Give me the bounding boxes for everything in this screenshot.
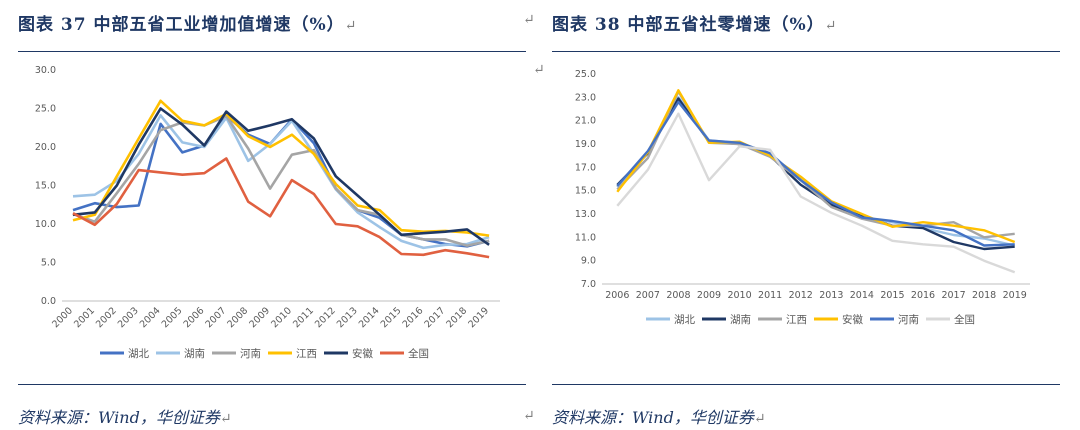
x-tick-label: 2007 <box>203 305 228 330</box>
x-tick-label: 2016 <box>401 305 426 330</box>
x-tick-label: 2018 <box>972 290 996 301</box>
y-tick-label: 30.0 <box>35 65 56 76</box>
x-tick-label: 2000 <box>50 305 75 330</box>
x-tick-label: 2002 <box>94 305 119 330</box>
left-title-rule <box>18 51 526 52</box>
left-title-text: 图表 37 中部五省工业增加值增速（%） <box>18 15 345 35</box>
series-line-江西 <box>72 99 490 237</box>
x-tick-label: 2008 <box>225 305 250 330</box>
left-line-chart: 0.05.010.015.020.025.030.020002001200220… <box>35 65 500 360</box>
right-title-rule <box>552 51 1060 52</box>
x-tick-label: 2009 <box>697 290 721 301</box>
x-tick-label: 2019 <box>466 305 491 330</box>
legend-label: 全国 <box>408 347 429 360</box>
x-tick-label: 2004 <box>138 305 163 330</box>
y-tick-label: 9.0 <box>581 256 596 267</box>
series-line-安徽 <box>72 107 490 246</box>
x-tick-label: 2006 <box>182 305 207 330</box>
series-line-全国 <box>616 112 1016 274</box>
legend-label: 安徽 <box>352 347 373 360</box>
return-mark-icon: ↵ <box>753 411 766 427</box>
y-tick-label: 7.0 <box>581 279 596 290</box>
x-tick-label: 2014 <box>357 305 382 330</box>
x-tick-label: 2005 <box>160 305 185 330</box>
series-line-河南 <box>72 114 490 247</box>
right-line-chart: 7.0 9.0 11.0 13.0 15.0 17.0 19.0 21.0 23.0 25.0 20… <box>575 69 1030 326</box>
x-tick-label: 2013 <box>819 290 843 301</box>
legend-label: 河南 <box>240 347 261 360</box>
right-source-note: 资料来源：Wind，华创证券↵ <box>552 404 766 428</box>
legend-label: 江西 <box>296 348 317 360</box>
series-line-湖北 <box>72 114 490 248</box>
legend-label: 湖南 <box>184 347 205 360</box>
x-tick-label: 2003 <box>116 305 141 330</box>
x-tick-label: 2017 <box>941 290 965 301</box>
y-tick-label: 19.0 <box>575 139 596 150</box>
y-tick-label: 17.0 <box>575 162 596 173</box>
right-bottom-rule <box>552 384 1060 385</box>
y-tick-label: 15.0 <box>575 186 596 197</box>
left-chart-title: 图表 37 中部五省工业增加值增速（%）↵ <box>18 10 357 35</box>
legend-label: 安徽 <box>842 313 863 326</box>
x-tick-label: 2010 <box>727 290 751 301</box>
left-source-text: 资料来源：Wind，华创证券 <box>18 408 220 427</box>
x-tick-label: 2015 <box>880 290 904 301</box>
legend-label: 江西 <box>786 314 807 326</box>
y-tick-label: 5.0 <box>41 258 56 269</box>
return-mark-icon: ↵ <box>523 12 535 28</box>
x-tick-label: 2017 <box>422 305 447 330</box>
x-tick-label: 2018 <box>444 305 469 330</box>
series-line-全国 <box>72 157 490 259</box>
x-tick-label: 2008 <box>666 290 690 301</box>
x-tick-label: 2015 <box>379 305 404 330</box>
legend-label: 湖南 <box>730 313 751 326</box>
x-tick-label: 2012 <box>789 290 813 301</box>
x-tick-label: 2012 <box>313 305 338 330</box>
y-tick-label: 20.0 <box>35 142 56 153</box>
x-tick-label: 2013 <box>335 305 360 330</box>
y-tick-label: 10.0 <box>35 219 56 230</box>
x-tick-label: 2007 <box>636 290 660 301</box>
x-tick-label: 2006 <box>605 290 629 301</box>
x-tick-label: 2014 <box>850 290 874 301</box>
right-chart-title: 图表 38 中部五省社零增速（%）↵ <box>552 10 837 35</box>
right-source-text: 资料来源：Wind，华创证券 <box>552 408 754 427</box>
legend-label: 湖北 <box>128 348 149 360</box>
y-tick-label: 15.0 <box>35 181 56 192</box>
series-line-安徽 <box>616 89 1016 244</box>
x-tick-label: 2011 <box>291 305 316 330</box>
legend-label: 河南 <box>898 313 919 326</box>
x-tick-label: 2019 <box>1003 290 1027 301</box>
left-bottom-rule <box>18 384 526 385</box>
y-tick-label: 25.0 <box>35 104 56 115</box>
y-tick-label: 21.0 <box>575 116 596 127</box>
series-line-河南 <box>616 100 1015 247</box>
x-tick-label: 2016 <box>911 290 935 301</box>
legend-label: 湖北 <box>674 314 695 326</box>
right-title-text: 图表 38 中部五省社零增速（%） <box>552 15 825 35</box>
series-line-江西 <box>616 90 1015 239</box>
y-tick-label: 13.0 <box>575 209 596 220</box>
y-tick-label: 25.0 <box>575 69 596 80</box>
y-tick-label: 11.0 <box>575 232 596 243</box>
series-line-湖南 <box>72 114 490 250</box>
return-mark-icon: ↵ <box>344 18 358 34</box>
return-mark-icon: ↵ <box>219 411 232 427</box>
x-tick-label: 2009 <box>247 305 272 330</box>
y-tick-label: 0.0 <box>41 296 56 307</box>
legend-label: 全国 <box>954 313 975 326</box>
return-mark-icon: ↵ <box>523 408 535 424</box>
left-source-note: 资料来源：Wind，华创证券↵ <box>18 404 232 428</box>
return-mark-icon: ↵ <box>824 18 838 34</box>
y-tick-label: 23.0 <box>575 92 596 103</box>
x-tick-label: 2011 <box>758 290 782 301</box>
x-tick-label: 2010 <box>269 305 294 330</box>
return-mark-icon: ↵ <box>533 62 545 78</box>
x-tick-label: 2001 <box>72 305 97 330</box>
